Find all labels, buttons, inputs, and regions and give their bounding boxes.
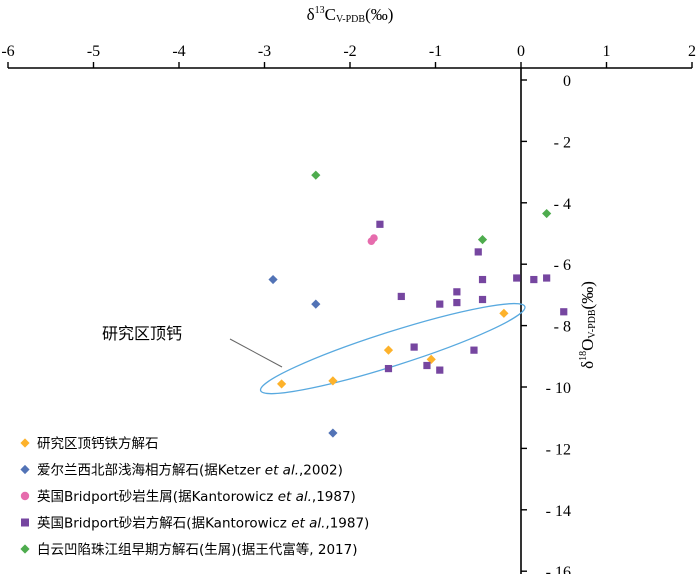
x-tick-label: -3	[258, 43, 271, 60]
y-tick-label: - 16	[546, 564, 571, 574]
data-point-square-s3	[436, 366, 444, 374]
data-point-square-s3	[474, 248, 482, 256]
y-tick-label: - 8	[554, 319, 571, 336]
y-axis-title: δ18OV-PDB(‰)	[578, 281, 598, 369]
data-point-square-s3	[513, 274, 521, 282]
data-point-diamond-s0	[426, 354, 436, 364]
data-point-diamond-s4	[542, 208, 552, 219]
y-tick-label: - 14	[546, 503, 571, 520]
data-point-square-s3	[423, 361, 431, 370]
x-axis-title: δ13CV-PDB(‰)	[307, 5, 394, 25]
data-point-square-s3	[543, 274, 551, 282]
x-tick-label: -1	[429, 43, 442, 60]
legend-marker-diamond	[20, 438, 30, 448]
data-point-square-s3	[410, 343, 418, 351]
x-tick-label: -6	[1, 43, 14, 60]
data-points-layer	[268, 170, 568, 438]
legend-label: 白云凹陷珠江组早期方解石(生屑)(据王代富等, 2017)	[37, 541, 358, 558]
data-point-diamond-s1	[328, 428, 338, 438]
data-point-diamond-s1	[268, 274, 278, 285]
data-point-diamond-s1	[311, 299, 321, 309]
y-tick-label: - 4	[554, 196, 571, 213]
legend-label: 研究区顶钙铁方解石	[37, 436, 159, 452]
x-tick-label: 1	[603, 43, 611, 60]
y-axis-title-group: δ18OV-PDB(‰)	[578, 281, 598, 369]
y-tick-label: - 10	[546, 380, 571, 397]
x-tick-label: -2	[343, 43, 356, 60]
data-point-diamond-s0	[383, 345, 394, 355]
legend-marker-circle	[20, 491, 30, 501]
y-tick-label: 0	[563, 73, 571, 90]
data-point-square-s3	[376, 220, 384, 228]
data-point-square-s3	[530, 275, 538, 284]
legend-marker-square	[21, 518, 29, 527]
data-point-square-s3	[453, 298, 461, 307]
legend-label: 英国Bridport砂岩生屑(据Kantorowicz et al.,1987)	[37, 488, 356, 505]
x-tick-label: 2	[688, 43, 696, 60]
x-tick-label: -5	[87, 43, 100, 60]
data-point-square-s3	[436, 300, 444, 308]
x-tick-label: -4	[172, 43, 185, 60]
data-point-diamond-s0	[499, 308, 509, 318]
legend-marker-diamond	[20, 544, 30, 554]
data-point-diamond-s0	[328, 376, 338, 386]
data-point-diamond-s4	[477, 235, 488, 245]
data-point-diamond-s0	[277, 379, 287, 389]
data-point-square-s3	[453, 288, 461, 296]
data-point-diamond-s4	[311, 170, 321, 180]
axes-layer: -6 -5 -4 -3 -2 -1 0 1 2 δ13CV-PDB(‰) 0 - 2 - 4 - 6 - 8…	[1, 5, 696, 574]
legend-label: 爱尔兰西北部浅海相方解石(据Ketzer et al.,2002)	[37, 463, 343, 479]
study-area-ellipse	[259, 302, 526, 395]
data-point-square-s3	[470, 346, 478, 354]
legend-label: 英国Bridport砂岩方解石(据Kantorowicz et al.,1987…	[37, 515, 369, 532]
x-tick-label: 0	[517, 43, 525, 60]
data-point-square-s3	[560, 308, 568, 316]
y-tick-label: - 2	[554, 134, 571, 151]
legend-marker-diamond	[20, 464, 30, 475]
data-point-square-s3	[478, 275, 487, 284]
annotation-layer: 研究区顶钙	[102, 302, 526, 395]
y-tick-label: - 6	[554, 257, 571, 274]
data-point-square-s3	[397, 292, 405, 301]
y-tick-label: - 12	[546, 441, 571, 458]
annotation-label: 研究区顶钙	[102, 324, 182, 343]
data-point-square-s3	[384, 364, 393, 373]
data-point-square-s3	[478, 295, 487, 304]
annotation-leader-line	[229, 338, 283, 368]
data-point-circle-s2	[370, 234, 378, 242]
